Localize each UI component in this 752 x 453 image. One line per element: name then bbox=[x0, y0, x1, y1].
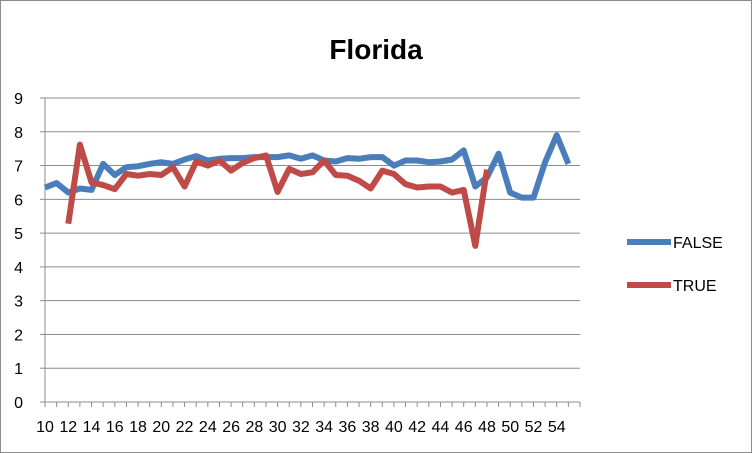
x-tick-label: 36 bbox=[338, 419, 356, 436]
x-tick-label: 40 bbox=[385, 419, 403, 436]
x-tick-label: 12 bbox=[59, 419, 77, 436]
legend-label: TRUE bbox=[673, 278, 717, 295]
x-tick-label: 44 bbox=[432, 419, 450, 436]
y-tick-label: 1 bbox=[14, 361, 23, 378]
x-tick-label: 42 bbox=[408, 419, 426, 436]
series-line-true bbox=[65, 141, 490, 249]
legend: FALSE TRUE bbox=[627, 235, 723, 295]
gridlines bbox=[45, 97, 580, 369]
x-tick-label: 30 bbox=[269, 419, 287, 436]
legend-label: FALSE bbox=[673, 235, 723, 252]
y-tick-label: 6 bbox=[14, 192, 23, 209]
y-tick-label: 0 bbox=[14, 395, 23, 412]
y-tick-label: 8 bbox=[14, 125, 23, 142]
chart-title: Florida bbox=[329, 34, 423, 65]
y-tick-label: 7 bbox=[14, 159, 23, 176]
x-tick-label: 48 bbox=[478, 419, 496, 436]
x-tick-label: 24 bbox=[199, 419, 217, 436]
x-tick-label: 50 bbox=[501, 419, 519, 436]
x-tick-label: 54 bbox=[548, 419, 566, 436]
x-tick-label: 32 bbox=[292, 419, 310, 436]
series-lines bbox=[43, 132, 572, 249]
y-tick-label: 5 bbox=[14, 226, 23, 243]
x-tick-label: 16 bbox=[106, 419, 124, 436]
x-tick-label: 38 bbox=[362, 419, 380, 436]
series-line-false bbox=[43, 132, 572, 201]
y-tick-label: 3 bbox=[14, 294, 23, 311]
x-tick-label: 18 bbox=[129, 419, 147, 436]
x-tick-label: 46 bbox=[455, 419, 473, 436]
x-tick-label: 20 bbox=[152, 419, 170, 436]
x-tick-label: 28 bbox=[245, 419, 263, 436]
x-tick-label: 22 bbox=[176, 419, 194, 436]
x-tick-label: 34 bbox=[315, 419, 333, 436]
y-tick-label: 4 bbox=[14, 260, 23, 277]
x-tick-label: 10 bbox=[36, 419, 54, 436]
x-tick-label: 14 bbox=[83, 419, 101, 436]
y-tick-label: 2 bbox=[14, 327, 23, 344]
x-tick-label: 26 bbox=[222, 419, 240, 436]
y-tick-label: 9 bbox=[14, 91, 23, 108]
x-tick-label: 52 bbox=[525, 419, 543, 436]
